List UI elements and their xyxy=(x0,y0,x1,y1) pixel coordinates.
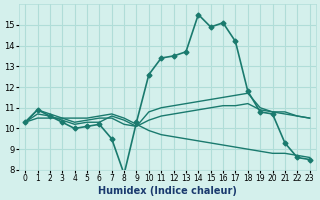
X-axis label: Humidex (Indice chaleur): Humidex (Indice chaleur) xyxy=(98,186,237,196)
